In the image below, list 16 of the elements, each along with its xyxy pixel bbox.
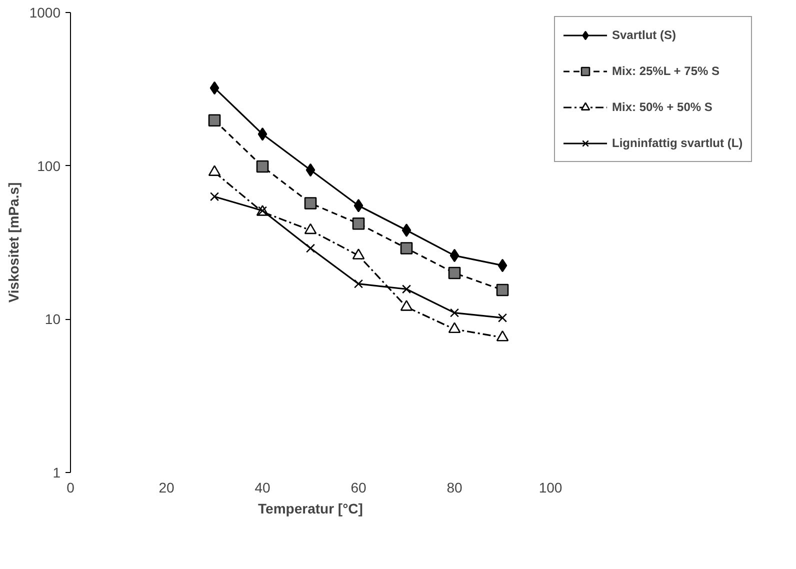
x-tick-label: 60	[350, 480, 366, 496]
x-axis-title: Temperatur [°C]	[258, 500, 363, 516]
y-tick-label: 10	[44, 311, 61, 328]
legend-label: Svartlut (S)	[612, 28, 676, 42]
y-tick-label: 1000	[29, 4, 61, 20]
x-tick-label: 80	[446, 480, 462, 496]
x-tick-label: 100	[538, 480, 562, 496]
y-tick-label: 1	[52, 464, 61, 480]
y-tick-label: 100	[37, 158, 61, 174]
legend-label: Ligninfattig svartlut (L)	[612, 136, 743, 150]
x-tick-label: 40	[254, 480, 270, 496]
x-tick-label: 0	[66, 480, 75, 496]
y-axis-title: Viskositet [mPa.s]	[5, 182, 22, 303]
x-tick-label: 20	[158, 480, 174, 496]
legend-label: Mix: 25%L + 75% S	[612, 64, 720, 78]
legend-label: Mix: 50% + 50% S	[612, 100, 712, 114]
